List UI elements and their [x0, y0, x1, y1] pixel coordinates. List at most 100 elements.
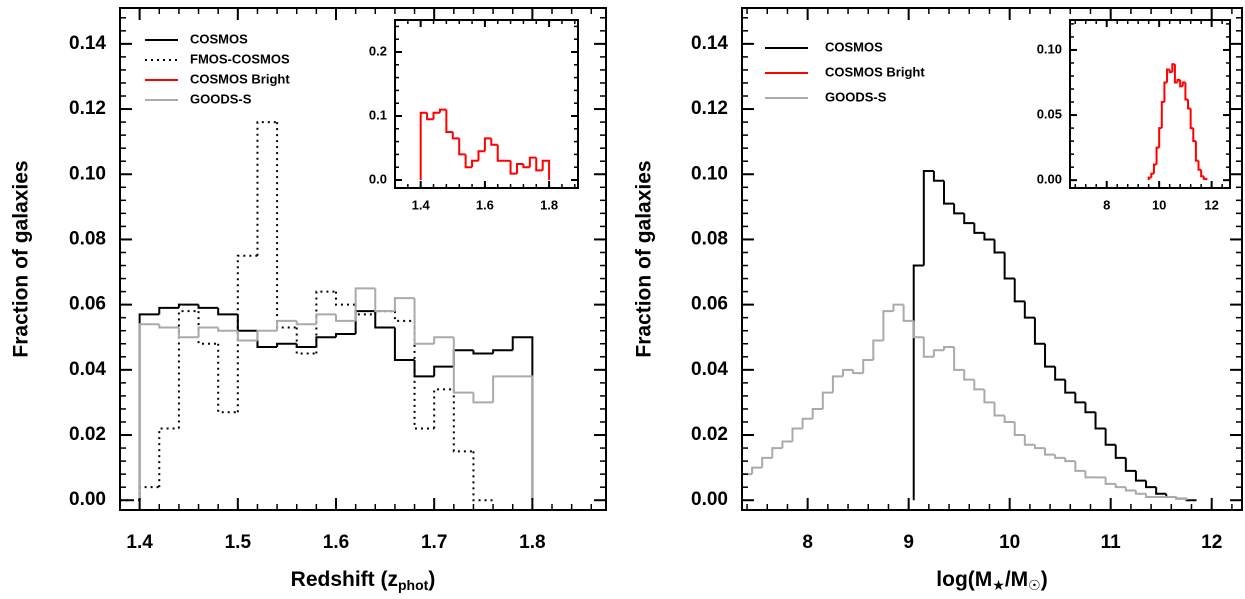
histogram-step [811, 407, 823, 419]
x-tick-label: 12 [1201, 532, 1222, 553]
x-tick-label: 10 [1152, 197, 1166, 212]
histogram-step [541, 159, 551, 180]
histogram-step [1013, 421, 1025, 437]
x-axis-label-part: Redshift (z [291, 568, 398, 591]
y-tick-label: 0.00 [691, 489, 728, 510]
panel: 0.00 0.05 0.10 8 10 12 [1037, 19, 1231, 212]
histogram-step [1189, 108, 1194, 130]
y-tick-label: 0.0 [369, 171, 387, 186]
histogram-step [217, 327, 238, 332]
histogram-step [1064, 379, 1076, 394]
histogram-step [413, 320, 435, 430]
histogram-series [741, 303, 1188, 501]
histogram-step [1197, 160, 1202, 171]
x-tick-label: 11 [1101, 532, 1122, 553]
histogram-step [953, 203, 965, 215]
histogram-step [1124, 487, 1136, 492]
legend-label: COSMOS [825, 39, 883, 54]
histogram-step [963, 213, 975, 225]
histogram-step [138, 323, 160, 501]
histogram-step [892, 303, 904, 312]
histogram-step [315, 290, 336, 354]
panel: 0.00 0.02 0.04 0.06 0.08 0.10 0.12 0.14 1.4 1.5 1.… [10, 7, 607, 593]
x-axis-label-subscript: ☉ [1028, 577, 1041, 593]
histogram-step [953, 347, 965, 371]
x-tick-label: 10 [999, 532, 1020, 553]
histogram-step [295, 320, 317, 326]
histogram-step [973, 379, 985, 391]
y-tick-label: 0.08 [691, 228, 728, 249]
y-tick-label: 0.06 [691, 294, 728, 315]
histogram-step [354, 287, 376, 321]
histogram-step [1145, 493, 1157, 498]
histogram-step [1202, 176, 1208, 181]
histogram-step [256, 121, 278, 256]
histogram-step [177, 327, 199, 339]
histogram-step [1155, 146, 1160, 165]
histogram-step [1181, 81, 1186, 87]
histogram-step [472, 392, 494, 404]
x-tick-label: 1.8 [519, 532, 545, 553]
histogram-step [496, 144, 505, 162]
histogram-step [1134, 470, 1147, 482]
x-tick-label: 1.5 [225, 532, 252, 553]
histogram-series [138, 287, 534, 501]
histogram-step [528, 156, 537, 168]
histogram-step [932, 170, 945, 182]
histogram-step [1003, 252, 1015, 280]
histogram-step [335, 332, 356, 338]
y-tick-label: 0.10 [1037, 41, 1062, 56]
histogram-step [509, 160, 517, 175]
histogram-step [483, 137, 492, 152]
histogram-step [492, 375, 513, 403]
histogram-step [852, 369, 864, 375]
histogram-step [452, 337, 474, 394]
x-axis-label-subscript: ★ [992, 577, 1005, 593]
histogram-step [1074, 392, 1086, 404]
histogram-series [419, 108, 551, 180]
histogram-step [445, 109, 453, 133]
histogram-step [1084, 402, 1096, 414]
x-axis-label: Redshift (zphot) [291, 568, 436, 593]
histogram-step [374, 311, 395, 329]
histogram-step [197, 326, 219, 338]
histogram-step [831, 375, 844, 393]
histogram-step [1044, 448, 1056, 456]
y-tick-label: 0.04 [69, 359, 106, 380]
histogram-step [256, 329, 278, 341]
histogram-step [1104, 428, 1116, 446]
histogram-step [902, 304, 914, 322]
histogram-step [393, 327, 415, 362]
y-tick-label: 0.10 [691, 163, 728, 184]
histogram-step [781, 440, 793, 449]
histogram-step [1013, 278, 1025, 303]
histogram-step [872, 339, 884, 361]
histogram-step [751, 466, 763, 475]
histogram-step [983, 232, 995, 241]
legend-label: COSMOS [190, 31, 248, 46]
y-tick-label: 0.00 [69, 489, 106, 510]
x-axis-label-subscript: phot [398, 577, 429, 593]
y-tick-label: 0.14 [69, 33, 106, 54]
histogram-step [1192, 128, 1196, 143]
histogram-step [1033, 444, 1046, 450]
histogram-step [771, 447, 783, 458]
y-tick-label: 0.00 [1037, 172, 1062, 187]
histogram-step [432, 111, 440, 120]
histogram-step [217, 307, 238, 316]
x-tick-label: 12 [1204, 197, 1218, 212]
histogram-step [1054, 454, 1066, 459]
histogram-step [1064, 457, 1076, 463]
histogram-step [516, 163, 524, 174]
histogram-step [276, 319, 297, 331]
histogram-step [419, 111, 428, 180]
histogram-step [315, 336, 336, 348]
histogram-step [236, 330, 258, 342]
y-tick-label: 0.05 [1037, 107, 1062, 122]
histogram-step [177, 303, 199, 308]
histogram-step [1033, 317, 1046, 345]
histogram-step [821, 391, 833, 409]
y-tick-label: 0.2 [369, 43, 387, 58]
x-tick-label: 8 [1103, 197, 1110, 212]
